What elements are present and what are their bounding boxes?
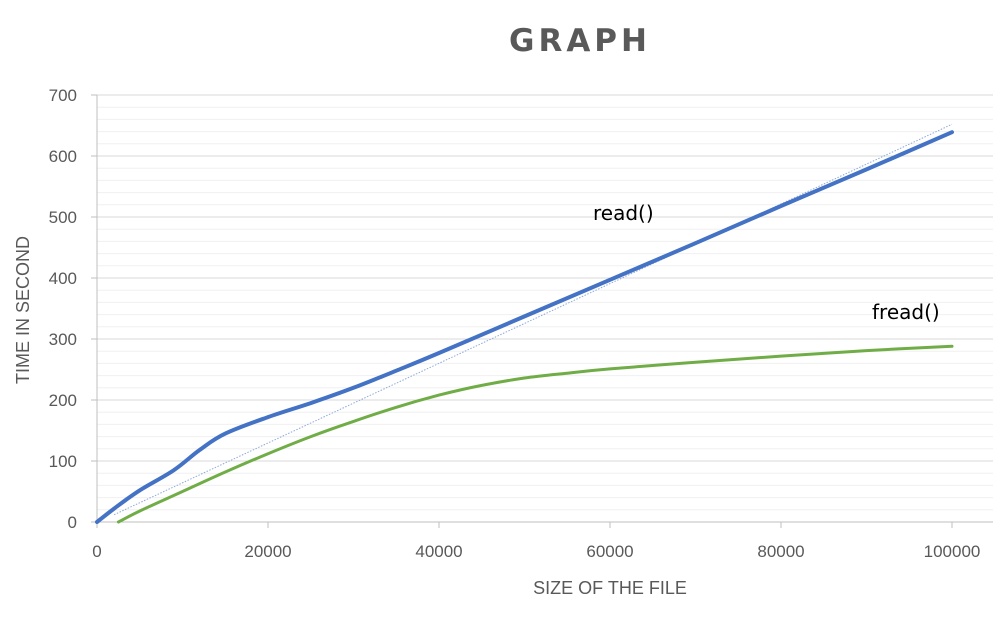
y-tick-label: 400 (49, 269, 77, 288)
x-tick-label: 40000 (415, 542, 462, 561)
y-tick-label: 100 (49, 452, 77, 471)
y-tick-label: 300 (49, 330, 77, 349)
y-axis-title: TIME IN SECOND (13, 236, 33, 384)
x-axis-title: SIZE OF THE FILE (533, 578, 687, 598)
series-label-fread: fread() (872, 300, 940, 324)
chart-title: GRAPH (509, 23, 651, 59)
series-line-read (95, 130, 954, 524)
y-tick-label: 500 (49, 208, 77, 227)
x-tick-label: 60000 (586, 542, 633, 561)
axes (91, 94, 993, 528)
y-tick-label: 700 (49, 86, 77, 105)
y-tick-label: 0 (68, 513, 77, 532)
y-tick-label: 200 (49, 391, 77, 410)
series-label-read: read() (593, 201, 654, 225)
tick-labels: 0 100 200 300 400 500 600 700 0 20000 40000 60000 80… (49, 86, 981, 561)
x-tick-label: 20000 (244, 542, 291, 561)
trendline (113, 123, 953, 516)
y-tick-label: 600 (49, 147, 77, 166)
x-tick-label: 0 (92, 542, 101, 561)
x-tick-label: 100000 (924, 542, 981, 561)
series-line-fread (116, 344, 954, 524)
series-lines (95, 123, 954, 524)
x-tick-label: 80000 (757, 542, 804, 561)
grid (97, 94, 993, 511)
